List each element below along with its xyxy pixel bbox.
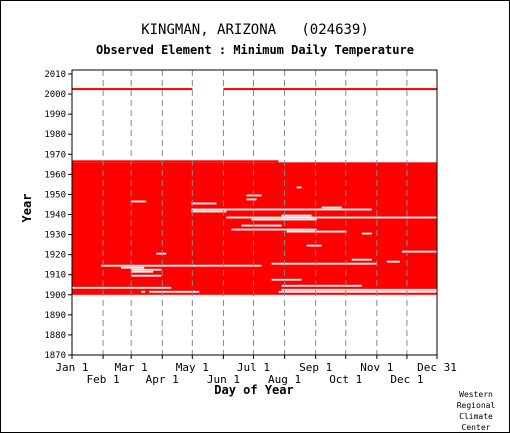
credit-line: Western — [459, 390, 493, 399]
y-tick-label: 2010 — [44, 70, 66, 80]
x-tick-label: Feb 1 — [87, 373, 120, 386]
y-axis: 1870 1880 1890 1900 1910 1920 1930 1940 1950 1960… — [44, 70, 72, 361]
missing-gap — [191, 202, 217, 205]
missing-gap — [278, 290, 437, 293]
missing-gap — [149, 290, 200, 293]
credit-line: Climate — [459, 412, 493, 421]
missing-gap — [306, 244, 322, 247]
missing-gap — [296, 186, 302, 189]
missing-gap — [251, 218, 317, 221]
missing-gap — [386, 260, 400, 263]
missing-gap — [281, 288, 437, 291]
chart-title: KINGMAN, ARIZONA (024639) — [141, 22, 369, 38]
x-tick-label: Apr 1 — [146, 373, 179, 386]
y-axis-label: Year — [20, 194, 34, 223]
missing-gap — [121, 266, 145, 269]
missing-gap — [241, 224, 282, 227]
missing-gap — [271, 278, 302, 281]
missing-gap — [361, 232, 372, 235]
y-tick-label: 1940 — [44, 211, 66, 221]
chart-subtitle: Observed Element : Minimum Daily Tempera… — [96, 43, 414, 57]
y-tick-label: 1930 — [44, 231, 66, 241]
x-tick-label: Aug 1 — [268, 373, 301, 386]
missing-gap — [246, 194, 262, 197]
y-tick-label: 1960 — [44, 170, 66, 180]
y-tick-label: 1880 — [44, 331, 66, 341]
x-tick-label: Mar 1 — [115, 361, 148, 374]
missing-gap — [351, 258, 372, 261]
missing-gap — [156, 252, 167, 255]
y-tick-label: 1910 — [44, 271, 66, 281]
x-axis: Jan 1 Mar 1 May 1 Jul 1 Sep 1 Nov 1 Dec 31 Feb … — [55, 355, 457, 386]
missing-gap — [281, 284, 362, 287]
missing-gap — [401, 250, 437, 253]
missing-gap — [281, 214, 312, 217]
data-band — [72, 88, 193, 91]
missing-gap — [101, 264, 262, 267]
missing-gap — [141, 290, 146, 293]
y-tick-label: 1970 — [44, 150, 66, 160]
missing-gap — [246, 198, 257, 201]
x-tick-label: Dec 31 — [417, 361, 457, 374]
y-tick-label: 1900 — [44, 291, 66, 301]
data-band — [223, 88, 437, 91]
y-tick-label: 1990 — [44, 110, 66, 120]
grid-lines — [102, 70, 408, 355]
missing-gap — [191, 208, 372, 211]
y-tick-label: 2000 — [44, 90, 66, 100]
x-tick-label: Jan 1 — [55, 361, 88, 374]
credit-line: Regional — [456, 401, 496, 410]
missing-gap — [72, 286, 172, 289]
missing-gaps — [72, 186, 437, 293]
x-tick-label: Dec 1 — [390, 373, 423, 386]
y-tick-label: 1950 — [44, 190, 66, 200]
missing-gap — [286, 230, 347, 233]
x-tick-label: May 1 — [176, 361, 209, 374]
credit-block: Western Regional Climate Center — [446, 389, 506, 433]
data-bands — [72, 88, 437, 295]
missing-gap — [191, 210, 227, 213]
missing-gap — [131, 200, 147, 203]
missing-gap — [131, 268, 162, 271]
missing-gap — [231, 228, 317, 231]
plot-border — [71, 69, 438, 356]
x-tick-label: Oct 1 — [329, 373, 362, 386]
y-tick-label: 1920 — [44, 251, 66, 261]
x-tick-label: Nov 1 — [360, 361, 393, 374]
missing-gap — [321, 206, 342, 209]
x-tick-label: Jul 1 — [237, 361, 270, 374]
x-tick-label: Sep 1 — [299, 361, 332, 374]
y-tick-label: 1890 — [44, 311, 66, 321]
credit-line: Center — [461, 423, 491, 432]
data-band — [72, 162, 437, 295]
x-tick-label: Jun 1 — [207, 373, 240, 386]
missing-gap — [131, 274, 162, 277]
data-band — [72, 160, 279, 163]
y-tick-label: 1870 — [44, 351, 66, 361]
missing-gap — [131, 270, 154, 273]
missing-gap — [226, 216, 437, 219]
x-axis-label: Day of Year — [214, 383, 293, 397]
y-tick-label: 1980 — [44, 130, 66, 140]
missing-gap — [271, 262, 377, 265]
